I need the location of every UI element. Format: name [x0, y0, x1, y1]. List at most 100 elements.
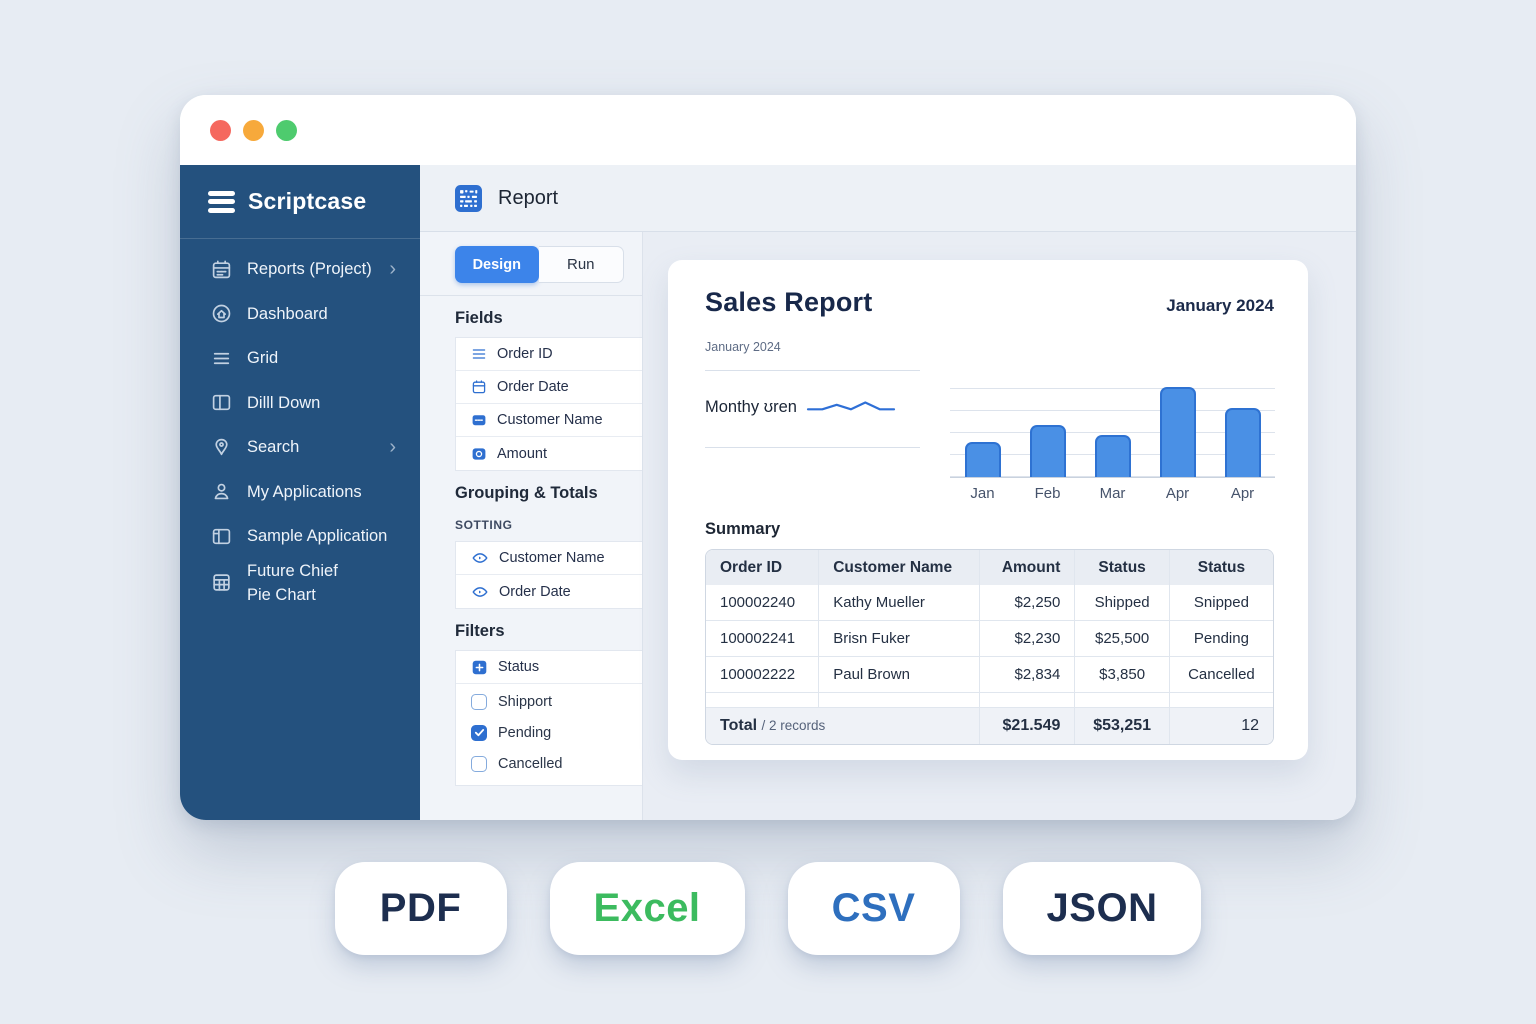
window-titlebar	[180, 95, 1356, 165]
x-tick-label: Jan	[970, 485, 995, 502]
total-amount-cell: $21.549	[979, 707, 1075, 744]
field-item-order-id[interactable]: Order ID	[456, 338, 642, 371]
unchecked-checkbox[interactable]	[471, 693, 487, 710]
divider	[705, 447, 920, 448]
table-cell: 100002222	[706, 656, 819, 693]
table-row: 100002241 Brisn Fuker $2,230 $25,500 Pending	[706, 620, 1273, 657]
sidebar-item-drill-down[interactable]: Dilll Down	[180, 381, 420, 426]
grouping-section-title: Grouping & Totals	[455, 484, 598, 502]
table-cell: $2,834	[979, 656, 1075, 693]
table-cell: 100002240	[706, 585, 819, 621]
table-row: 100002222 Paul Brown $2,834 $3,850 Cancelled	[706, 656, 1273, 693]
table-cell: $3,850	[1074, 656, 1170, 693]
chevron-right-icon: ›	[389, 436, 396, 459]
tab-run[interactable]: Run	[538, 246, 624, 283]
bar-apr-4	[1224, 408, 1261, 477]
export-buttons-row: PDF Excel CSV JSON	[0, 862, 1536, 955]
bar-apr-3	[1159, 386, 1196, 477]
fields-list: Order ID Order Date Customer Name Amount	[455, 337, 642, 471]
summary-title: Summary	[705, 520, 781, 538]
table-cell: Pending	[1168, 620, 1273, 657]
summary-table: Order ID Customer Name Amount Status Status …	[705, 549, 1274, 745]
app-logo-text: Scriptcase	[248, 188, 367, 214]
column-header-status-3: Status	[1074, 550, 1170, 585]
tab-design[interactable]: Design	[455, 246, 539, 283]
report-title: Sales Report	[705, 287, 873, 317]
table-icon	[211, 572, 232, 593]
scriptcase-logo-icon	[208, 190, 235, 213]
export-excel-button[interactable]: Excel	[549, 862, 745, 955]
calendar-outline-icon	[471, 379, 487, 395]
table-cell: $2,250	[979, 585, 1075, 621]
export-csv-button[interactable]: CSV	[787, 862, 960, 955]
filter-option-shipport[interactable]: Shipport	[456, 686, 642, 717]
pin-icon	[211, 437, 232, 458]
square-coin-icon	[471, 446, 487, 462]
sidebar-item-dashboard[interactable]: Dashboard	[180, 292, 420, 337]
sidebar-nav: Reports (Project) › Dashboard Grid Dilll…	[180, 239, 420, 607]
lines-icon	[471, 346, 487, 362]
sorting-item-order-date[interactable]: Order Date	[456, 575, 642, 608]
minimize-window-button[interactable]	[243, 119, 264, 141]
table-cell: Kathy Mueller	[818, 585, 980, 621]
x-tick-label: Feb	[1034, 485, 1061, 502]
field-item-customer-name[interactable]: Customer Name	[456, 404, 642, 437]
eye-icon	[471, 583, 489, 601]
sidebar-item-future-chief-pie-chart[interactable]: Future Chief Pie Chart	[180, 559, 420, 607]
home-icon	[211, 303, 232, 324]
design-run-tabs: Design Run	[455, 246, 624, 283]
report-app-icon	[455, 184, 482, 212]
sorting-item-customer-name[interactable]: Customer Name	[456, 542, 642, 575]
filter-option-cancelled[interactable]: Cancelled	[456, 748, 642, 779]
filters-section-title: Filters	[455, 622, 505, 640]
bar-mar-2	[1094, 434, 1131, 477]
report-period: January 2024	[1166, 296, 1274, 315]
bar-feb-1	[1029, 424, 1066, 477]
square-badge-icon	[471, 412, 487, 428]
sidebar-item-grid[interactable]: Grid	[180, 336, 420, 381]
sidebar-item-search[interactable]: Search ›	[180, 425, 420, 470]
filter-field-status[interactable]: Status	[456, 651, 642, 684]
column-header-status-4: Status	[1168, 550, 1273, 585]
filter-option-pending[interactable]: Pending	[456, 717, 642, 748]
sidebar-item-my-applications[interactable]: My Applications	[180, 470, 420, 515]
bar-jan-0	[964, 442, 1001, 477]
calendar-icon	[211, 259, 232, 280]
bars-icon	[211, 348, 232, 369]
table-cell: Brisn Fuker	[818, 620, 980, 657]
export-json-button[interactable]: JSON	[1002, 862, 1202, 955]
close-window-button[interactable]	[210, 119, 231, 141]
column-header-amount-2: Amount	[979, 550, 1075, 585]
filter-options: Shipport Pending Cancelled	[456, 684, 642, 785]
bar-chart-x-labels: Jan Feb Mar Apr Apr	[950, 485, 1275, 502]
sidebar-item-sample-application[interactable]: Sample Application	[180, 514, 420, 559]
table-total-row: Total / 2 records $21.549 $53,251 12	[706, 707, 1273, 744]
panel-divider	[420, 295, 642, 296]
square-plus-icon	[471, 659, 488, 676]
sidebar-item-reports-project[interactable]: Reports (Project) ›	[180, 247, 420, 292]
field-item-order-date[interactable]: Order Date	[456, 371, 642, 404]
zoom-window-button[interactable]	[276, 119, 297, 141]
total-count-cell: 12	[1168, 707, 1273, 744]
field-item-amount[interactable]: Amount	[456, 437, 642, 470]
total-status-cell: $53,251	[1074, 707, 1170, 744]
content-header: Report	[420, 165, 1356, 232]
table-cell: Shipped	[1074, 585, 1170, 621]
x-tick-label: Mar	[1099, 485, 1126, 502]
column-header-order-id-0: Order ID	[706, 550, 819, 585]
table-cell: Cancelled	[1168, 656, 1273, 693]
checked-checkbox[interactable]	[471, 724, 487, 741]
table-cell: $25,500	[1074, 620, 1170, 657]
export-pdf-button[interactable]: PDF	[334, 862, 507, 955]
divider	[705, 370, 920, 371]
drill-icon	[211, 392, 232, 413]
trend-sparkline-chart	[806, 401, 896, 411]
unchecked-checkbox[interactable]	[471, 755, 487, 772]
filters-list: Status Shipport Pending Cancelled	[455, 650, 642, 786]
trend-label: Monthy ʊren	[705, 397, 797, 416]
eye-icon	[471, 549, 489, 567]
table-cell: $2,230	[979, 620, 1075, 657]
fields-section-title: Fields	[455, 309, 503, 327]
total-label-cell: Total / 2 records	[706, 707, 980, 744]
